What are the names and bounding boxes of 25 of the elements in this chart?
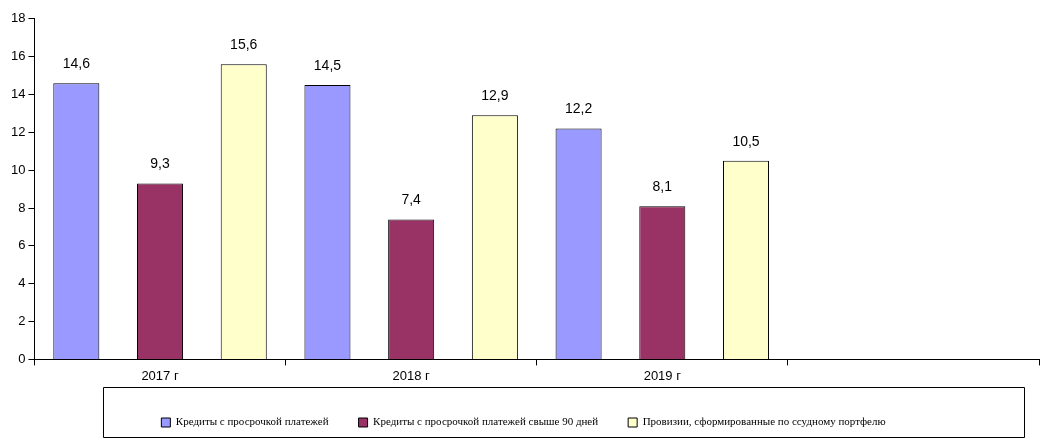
data-label: 8,1 <box>652 177 673 194</box>
y-tick-label: 6 <box>18 237 26 253</box>
y-tick-label: 8 <box>18 199 26 215</box>
data-label: 14,6 <box>62 54 91 71</box>
data-label: 10,5 <box>732 132 760 149</box>
y-tick-label: 2 <box>18 313 26 329</box>
x-tick-label: 2017 г <box>141 367 179 383</box>
data-label: 7,4 <box>401 191 422 208</box>
y-tick-label: 18 <box>10 10 26 26</box>
y-tick-label: 4 <box>18 275 26 291</box>
data-label: 14,5 <box>313 56 342 73</box>
legend-label: Кредиты с просрочкой платежей <box>175 415 329 428</box>
data-label: 15,6 <box>230 36 258 53</box>
y-tick-label: 16 <box>10 48 26 64</box>
y-tick-label: 10 <box>10 161 26 177</box>
y-tick-label: 12 <box>10 123 26 139</box>
y-tick-label: 14 <box>10 86 26 102</box>
legend-label: Провизии, сформированные по ссудному портфелю <box>642 415 886 428</box>
data-label: 12,9 <box>481 87 509 104</box>
x-tick-label: 2018 г <box>392 367 431 383</box>
x-tick-label: 2019 г <box>643 367 682 383</box>
y-tick-label: 0 <box>18 350 26 366</box>
data-label: 9,3 <box>150 155 170 172</box>
legend-label: Кредиты с просрочкой платежей свыше 90 дней <box>373 415 599 428</box>
data-label: 12,2 <box>564 100 593 117</box>
